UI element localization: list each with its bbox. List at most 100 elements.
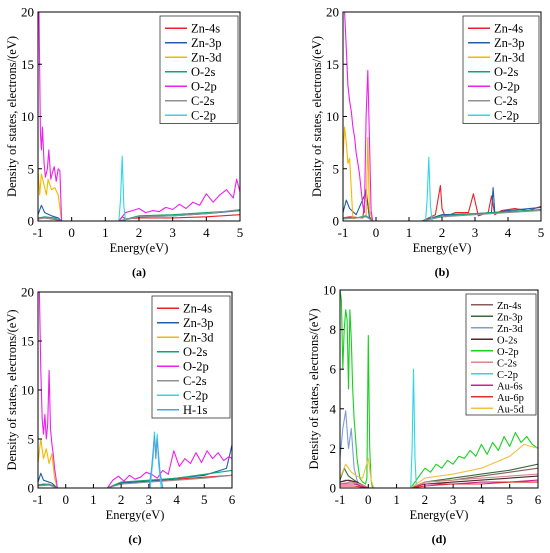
series-line-zn-3d — [38, 438, 58, 488]
legend-label: O-2p — [494, 79, 520, 93]
x-tick-label: 2 — [422, 492, 429, 507]
series-line-zn-3p — [343, 187, 541, 221]
legend-label: C-2s — [183, 374, 207, 388]
x-tick-label: 0 — [68, 225, 75, 240]
legend-label: Au-6s — [497, 381, 523, 392]
legend-label: Zn-3d — [494, 50, 525, 64]
series-line-c-2s — [38, 208, 240, 221]
legend-label: C-2p — [191, 108, 216, 122]
x-tick-label: -1 — [33, 225, 44, 240]
x-tick-label: 1 — [102, 225, 109, 240]
y-axis-label: Density of states, electrons/(eV) — [5, 36, 19, 197]
legend-label: C-2p — [183, 388, 208, 402]
x-tick-label: 3 — [472, 225, 479, 240]
x-axis-label: Energy(eV) — [106, 508, 165, 522]
legend-label: Zn-3p — [191, 36, 222, 50]
legend-label: O-2s — [497, 335, 517, 346]
legend-label: H-1s — [183, 403, 207, 417]
y-tick-label: 20 — [21, 285, 34, 300]
y-tick-label: 20 — [326, 5, 339, 20]
legend-label: Zn-4s — [183, 301, 212, 315]
x-tick-label: -1 — [338, 225, 349, 240]
legend-label: Zn-3d — [497, 324, 523, 335]
y-tick-label: 0 — [330, 481, 337, 496]
y-axis-label: Density of states, electrons/(eV) — [307, 308, 321, 469]
legend-label: Zn-4s — [191, 21, 220, 35]
x-tick-label: 5 — [237, 225, 244, 240]
panel-label: (c) — [128, 532, 141, 546]
y-tick-label: 20 — [21, 5, 34, 20]
series-line-c-2p — [424, 156, 433, 221]
series-line-o-2p — [340, 290, 538, 488]
series-line-zn-3d — [38, 168, 63, 221]
x-tick-label: 1 — [393, 492, 400, 507]
x-tick-label: 4 — [203, 225, 210, 240]
x-axis-label: Energy(eV) — [110, 241, 169, 255]
x-tick-label: 3 — [450, 492, 457, 507]
y-tick-label: 10 — [323, 283, 336, 298]
legend: Zn-4sZn-3pZn-3dO-2sO-2pC-2sC-2pAu-6sAu-6… — [465, 293, 537, 416]
series-group — [343, 12, 541, 221]
legend-label: O-2p — [183, 359, 209, 373]
x-tick-label: 2 — [136, 225, 143, 240]
legend-label: Zn-3p — [497, 312, 523, 323]
y-axis-label: Density of states, electrons/(eV) — [5, 309, 19, 470]
legend-box — [462, 15, 540, 124]
x-tick-label: -1 — [335, 492, 346, 507]
legend-box — [159, 15, 239, 124]
series-line-c-2s — [343, 210, 541, 221]
series-line-o-2s — [38, 210, 240, 221]
x-tick-label: 3 — [146, 492, 153, 507]
x-tick-label: 1 — [90, 492, 97, 507]
legend-label: O-2p — [497, 347, 519, 358]
y-tick-label: 6 — [330, 362, 337, 377]
y-tick-label: 15 — [326, 57, 339, 72]
legend-box — [151, 295, 231, 419]
y-tick-label: 5 — [28, 161, 35, 176]
legend-label: Au-6p — [497, 393, 524, 404]
legend-label: O-2p — [191, 79, 217, 93]
y-tick-label: 0 — [28, 481, 35, 496]
x-tick-label: 6 — [535, 492, 542, 507]
legend-label: O-2s — [191, 65, 215, 79]
x-axis-label: Energy(eV) — [410, 508, 469, 522]
series-line-zn-4s — [340, 467, 538, 488]
series-line-o-2s — [38, 469, 232, 488]
x-tick-label: -1 — [33, 492, 44, 507]
legend-label: Zn-3p — [494, 36, 525, 50]
series-line-h-1s — [148, 435, 164, 488]
x-axis-label: Energy(eV) — [413, 241, 472, 255]
y-tick-label: 5 — [333, 161, 340, 176]
y-tick-label: 2 — [330, 441, 337, 456]
legend-label: Zn-3p — [183, 316, 214, 330]
panel-label: (b) — [435, 265, 450, 279]
legend-label: C-2s — [494, 94, 518, 108]
legend-label: C-2s — [497, 358, 517, 369]
series-group — [38, 12, 240, 221]
series-line-o-2p — [343, 12, 374, 221]
series-line-o-2p — [38, 12, 240, 221]
legend-label: O-2s — [494, 65, 518, 79]
series-line-au-5d — [340, 443, 538, 488]
legend-label: Zn-4s — [494, 21, 523, 35]
x-tick-label: 2 — [439, 225, 446, 240]
x-tick-label: 1 — [406, 225, 413, 240]
legend-label: Au-5d — [497, 404, 525, 415]
y-tick-label: 15 — [21, 57, 34, 72]
series-group — [340, 290, 538, 488]
y-tick-label: 10 — [21, 109, 34, 124]
y-tick-label: 5 — [28, 432, 35, 447]
x-tick-label: 4 — [478, 492, 485, 507]
legend-box — [465, 293, 537, 416]
x-tick-label: 0 — [365, 492, 372, 507]
y-tick-label: 8 — [330, 322, 337, 337]
x-tick-label: 5 — [538, 225, 545, 240]
